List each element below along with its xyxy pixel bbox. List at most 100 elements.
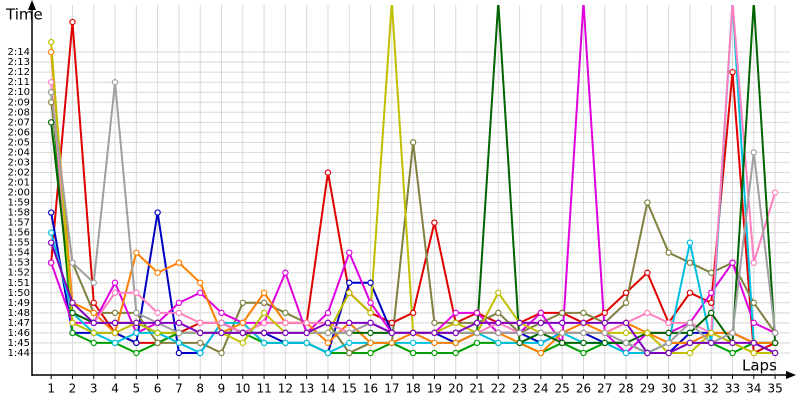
data-point <box>90 319 97 327</box>
data-point <box>197 339 204 347</box>
data-point <box>750 299 758 307</box>
x-tick-label: 32 <box>704 382 719 396</box>
data-point <box>644 349 651 357</box>
y-tick-label: 1:54 <box>8 248 30 259</box>
data-point <box>111 339 119 347</box>
data-point <box>197 319 204 327</box>
data-point <box>133 309 140 317</box>
data-point <box>473 319 481 327</box>
data-point <box>69 259 76 266</box>
x-tick-label: 23 <box>512 382 527 396</box>
data-point <box>111 279 119 286</box>
data-point <box>644 329 651 337</box>
data-point <box>601 339 608 347</box>
data-point <box>495 289 502 296</box>
data-point <box>197 279 204 286</box>
x-arrow <box>786 371 796 379</box>
data-point <box>601 329 608 337</box>
data-point <box>731 5 734 6</box>
data-point <box>154 329 161 337</box>
x-tick-label: 35 <box>767 382 782 396</box>
data-point <box>90 329 97 337</box>
data-point <box>708 269 715 276</box>
y-tick-label: 2:07 <box>8 117 30 128</box>
data-point <box>260 309 268 317</box>
x-tick-label: 4 <box>111 382 119 396</box>
data-point <box>47 38 55 46</box>
data-point <box>90 309 97 317</box>
data-point <box>495 309 502 317</box>
y-tick-label: 2:04 <box>8 147 30 158</box>
data-point <box>390 5 393 6</box>
data-point <box>260 289 268 296</box>
data-point <box>665 349 672 357</box>
data-point <box>111 289 119 296</box>
data-point <box>601 309 608 317</box>
data-point <box>708 299 715 307</box>
data-point <box>473 339 481 347</box>
y-tick-label: 2:11 <box>8 77 30 88</box>
data-point <box>644 199 651 206</box>
data-point <box>260 339 268 347</box>
data-point <box>324 319 332 327</box>
data-point <box>452 349 459 357</box>
data-point <box>133 349 140 357</box>
data-point <box>367 319 374 327</box>
data-point <box>409 309 417 317</box>
x-tick-label: 12 <box>278 382 293 396</box>
data-point <box>69 18 76 26</box>
x-tick-label: 16 <box>363 382 378 396</box>
data-point <box>537 349 545 357</box>
data-point <box>388 319 396 327</box>
data-point <box>665 329 672 337</box>
data-point <box>665 249 672 256</box>
x-tick-label: 31 <box>682 382 697 396</box>
x-axis-title: Laps <box>742 357 777 375</box>
y-tick-label: 2:01 <box>8 177 30 188</box>
x-tick-label: 22 <box>491 382 506 396</box>
data-point <box>750 349 758 357</box>
data-point <box>175 309 183 317</box>
data-point <box>154 319 161 327</box>
data-point <box>558 319 566 327</box>
data-point <box>452 339 459 347</box>
data-point <box>580 329 587 337</box>
data-point <box>665 339 672 347</box>
data-point <box>452 309 459 317</box>
data-point <box>282 329 289 337</box>
data-point <box>47 119 55 126</box>
data-point <box>686 239 694 246</box>
data-point <box>346 329 353 337</box>
data-point <box>622 319 630 327</box>
data-point <box>452 329 459 337</box>
data-point <box>367 279 374 286</box>
x-tick-label: 15 <box>342 382 357 396</box>
data-point <box>69 329 76 337</box>
data-point <box>346 339 353 347</box>
data-point <box>133 319 140 327</box>
x-tick-label: 28 <box>618 382 633 396</box>
y-tick-label: 1:50 <box>8 288 30 299</box>
data-point <box>303 329 310 337</box>
data-point <box>622 339 630 347</box>
data-point <box>495 339 502 347</box>
x-tick-label: 7 <box>175 382 183 396</box>
data-point <box>473 309 481 317</box>
x-tick-label: 8 <box>196 382 204 396</box>
x-tick-label: 17 <box>384 382 399 396</box>
data-point <box>47 259 55 266</box>
data-point <box>218 319 225 327</box>
data-point <box>367 329 374 337</box>
data-point <box>580 339 587 347</box>
data-point <box>175 299 183 307</box>
data-point <box>558 309 566 317</box>
data-point <box>388 329 396 337</box>
data-point <box>367 299 374 307</box>
data-point <box>431 339 438 347</box>
data-point <box>367 349 374 357</box>
data-point <box>495 319 502 327</box>
data-point <box>580 349 587 357</box>
y-tick-label: 1:45 <box>8 338 30 349</box>
data-point <box>90 339 97 347</box>
